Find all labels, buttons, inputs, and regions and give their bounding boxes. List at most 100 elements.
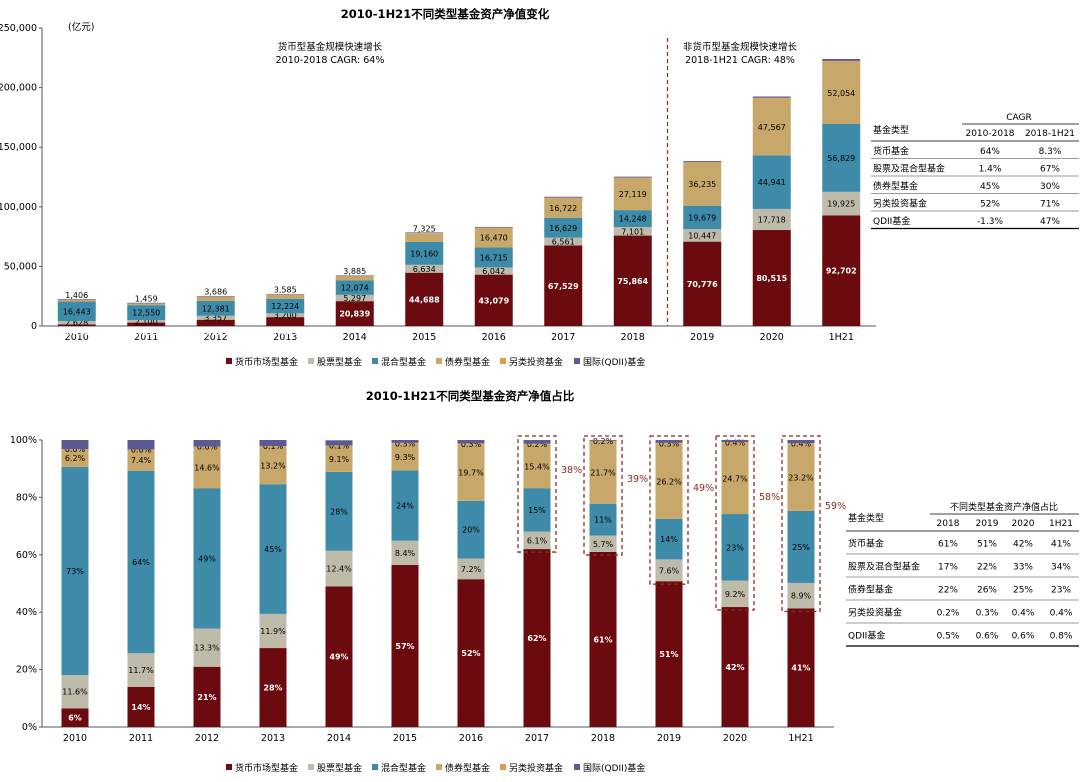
data-label: 0.0% <box>197 443 218 452</box>
data-label: 14% <box>131 703 150 712</box>
bar-segment <box>822 124 861 192</box>
data-label: 8.9% <box>791 592 812 601</box>
bar-segment <box>127 470 155 654</box>
data-label: 7,101 <box>621 227 644 236</box>
data-label: 12,224 <box>271 302 299 311</box>
data-label: 0.2% <box>527 440 548 449</box>
data-label: 7,449 <box>273 328 299 337</box>
bar-segment <box>655 559 683 582</box>
net-asset-share-chart: 2010-1H21不同类型基金资产净值占比 0% 20% 40% 60% 80% 100%… <box>10 389 846 744</box>
data-label: 28% <box>330 507 348 516</box>
bar-segment <box>655 518 683 560</box>
data-label: 6.1% <box>527 536 548 545</box>
data-label: 14.6% <box>194 464 220 473</box>
data-label: 23.2% <box>788 474 814 483</box>
y-tick-label: 100,000 <box>0 202 37 213</box>
legend-label: 债券型基金 <box>445 762 490 774</box>
table-cell: 0.6% <box>1012 632 1035 642</box>
bar-segment <box>544 196 583 198</box>
legend-label: 货币市场型基金 <box>235 356 298 368</box>
data-label: 7.4% <box>131 456 152 465</box>
bar-segment <box>196 315 235 320</box>
data-label: 1,406 <box>65 291 88 300</box>
bar-segment <box>752 97 791 99</box>
chart1-legend: 货币市场型基金 股票型基金 混合型基金 债券型基金 另类投资基金 国际(QDII)基金 <box>226 356 645 368</box>
bar-segment <box>655 440 683 443</box>
data-label: 13.3% <box>194 644 220 653</box>
data-label: 24% <box>396 502 414 511</box>
data-label: 11% <box>594 516 612 525</box>
data-label: 16,722 <box>549 204 577 213</box>
x-tick-label: 2017 <box>525 733 549 744</box>
data-label: 80,515 <box>756 274 787 283</box>
x-tick-label: 2020 <box>760 332 784 343</box>
bar-segment <box>589 440 617 441</box>
data-label: 75,864 <box>617 277 648 286</box>
data-label: 14,248 <box>619 215 647 224</box>
data-label: 27,119 <box>619 190 647 199</box>
legend-swatch <box>308 358 314 364</box>
bar-segment <box>752 208 791 231</box>
data-label: 25% <box>792 543 810 552</box>
bar-segment <box>721 514 749 581</box>
table-row-name: 债券型基金 <box>848 584 893 596</box>
bar-segment <box>325 550 353 587</box>
data-label: 19,925 <box>827 200 855 209</box>
bar-segment <box>325 445 353 472</box>
bar-segment <box>787 444 815 511</box>
legend-swatch <box>500 764 506 770</box>
table-cell: 30% <box>1040 182 1060 192</box>
data-label: 20% <box>462 526 480 535</box>
bar-segment <box>822 191 861 216</box>
table-row-header: 基金类型 <box>873 124 909 136</box>
x-tick-label: 2010 <box>63 733 87 744</box>
data-label: 2,100 <box>135 317 158 326</box>
bar-segment <box>391 443 419 471</box>
bar-segment <box>457 444 485 501</box>
data-label: 0.3% <box>395 439 416 448</box>
bar-segment <box>523 443 551 445</box>
bar-segment <box>127 686 155 727</box>
bar-segment <box>589 535 617 552</box>
data-label: 2,628 <box>65 319 88 328</box>
data-label: 2,853 <box>134 328 159 337</box>
x-tick-label: 2011 <box>134 332 158 343</box>
data-label: 5,297 <box>343 294 366 303</box>
legend-swatch <box>226 764 232 770</box>
data-label: 52% <box>461 649 480 658</box>
data-label: 16,715 <box>480 253 508 262</box>
chart1-annotation-left-line2: 2010-2018 CAGR: 64% <box>276 55 385 66</box>
table-row-name: QDII基金 <box>848 630 885 642</box>
data-label: 0.1% <box>329 442 350 451</box>
growth-label: 58% <box>759 492 780 503</box>
bar-segment <box>193 628 221 667</box>
bar-segment <box>61 466 89 676</box>
bar-segment <box>127 653 155 687</box>
data-label: 0.2% <box>593 437 614 446</box>
table-cell: 52% <box>980 199 1000 209</box>
bar-segment <box>683 162 722 206</box>
data-label: 17,718 <box>758 215 786 224</box>
table-cell: 25% <box>1013 586 1033 596</box>
bar-segment <box>259 648 287 727</box>
bar-segment <box>61 449 89 467</box>
x-tick-label: 2016 <box>459 733 483 744</box>
x-tick-label: 2018 <box>621 332 645 343</box>
legend-swatch <box>574 358 580 364</box>
bar-segment <box>335 280 374 295</box>
bar-segment <box>613 210 652 228</box>
table-cell: 0.6% <box>976 632 999 642</box>
chart2-legend: 货币市场型基金 股票型基金 混合型基金 债券型基金 另类投资基金 国际(QDII)基金 <box>226 762 645 774</box>
bar-segment <box>787 510 815 583</box>
data-label: 14% <box>660 535 678 544</box>
data-label: 67,529 <box>548 282 579 291</box>
data-label: 8.4% <box>395 549 416 558</box>
bar-segment <box>457 558 485 580</box>
bar-segment <box>391 440 419 443</box>
bar-segment <box>752 96 791 98</box>
x-tick-label: 2011 <box>129 733 153 744</box>
table-column-header: 2018 <box>937 519 960 529</box>
x-tick-label: 2012 <box>204 332 228 343</box>
bar-segment <box>655 443 683 519</box>
